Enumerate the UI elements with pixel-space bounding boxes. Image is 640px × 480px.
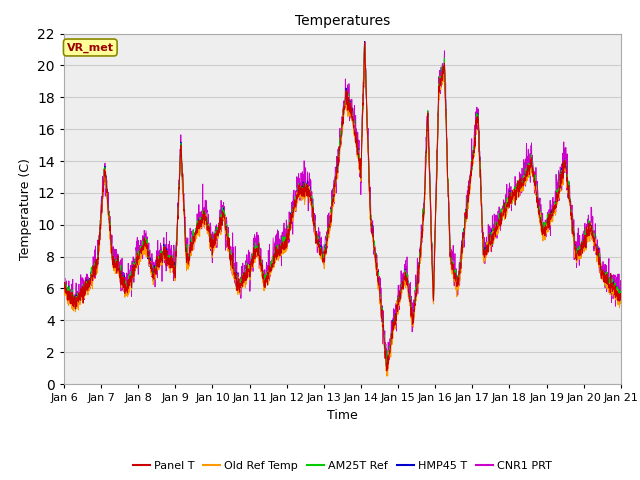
Title: Temperatures: Temperatures: [295, 14, 390, 28]
Text: VR_met: VR_met: [67, 42, 114, 53]
X-axis label: Time: Time: [327, 408, 358, 421]
Y-axis label: Temperature (C): Temperature (C): [19, 158, 31, 260]
Legend: Panel T, Old Ref Temp, AM25T Ref, HMP45 T, CNR1 PRT: Panel T, Old Ref Temp, AM25T Ref, HMP45 …: [129, 456, 556, 475]
